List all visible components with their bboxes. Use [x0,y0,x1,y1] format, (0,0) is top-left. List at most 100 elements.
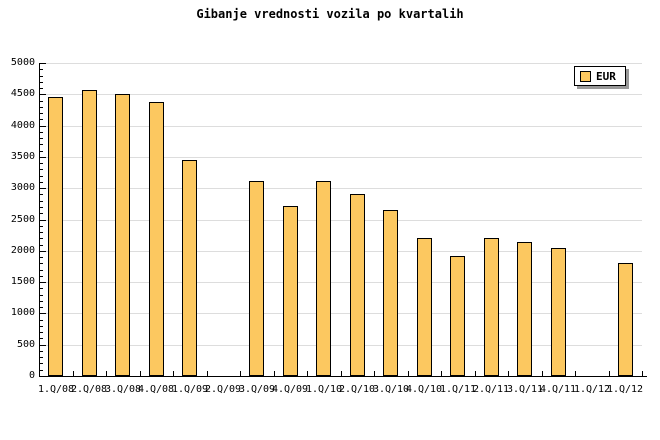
gridline-4000 [40,126,642,127]
y-tick-label: 3500 [10,151,35,162]
y-minor-tick [40,194,43,195]
x-category-label: 3.Q/11 [506,384,544,395]
y-minor-tick [40,245,43,246]
gridline-5000 [40,63,642,64]
x-category-label: 1.Q/08 [37,384,75,395]
bar-3.Q/11 [517,242,532,376]
bar-2.Q/10 [350,194,365,376]
y-minor-tick [40,320,43,321]
y-minor-tick [40,288,43,289]
y-minor-tick [40,119,43,120]
gridline-500 [40,345,642,346]
y-tick-label: 1000 [10,307,35,318]
bar-1.Q/08 [48,97,63,376]
y-minor-tick [40,113,43,114]
y-major-tick [40,345,46,346]
x-category-label: 2.Q/09 [204,384,242,395]
legend-label: EUR [596,69,616,83]
y-minor-tick [40,82,43,83]
x-category-label: 1.Q/12 [606,384,644,395]
y-minor-tick [40,351,43,352]
y-major-tick [40,282,46,283]
x-category-label: 1.Q/10 [305,384,343,395]
y-major-tick [40,251,46,252]
bar-1.Q/11 [450,256,465,376]
y-minor-tick [40,338,43,339]
y-minor-tick [40,151,43,152]
x-category-label: 1.Q/12 [573,384,611,395]
y-minor-tick [40,257,43,258]
y-minor-tick [40,232,43,233]
y-minor-tick [40,163,43,164]
bar-4.Q/08 [149,102,164,376]
x-category-label: 3.Q/09 [238,384,276,395]
gridline-4500 [40,94,642,95]
y-major-tick [40,220,46,221]
x-category-label: 3.Q/08 [104,384,142,395]
bar-3.Q/09 [249,181,264,376]
y-tick-label: 0 [28,370,35,381]
y-major-tick [40,63,46,64]
y-minor-tick [40,370,43,371]
x-category-label: 2.Q/08 [70,384,108,395]
x-tick [173,371,174,376]
x-axis-line [39,376,647,377]
y-tick-label: 2000 [10,245,35,256]
y-minor-tick [40,207,43,208]
y-minor-tick [40,176,43,177]
y-minor-tick [40,276,43,277]
bar-4.Q/11 [551,248,566,376]
x-tick [441,371,442,376]
y-minor-tick [40,301,43,302]
y-minor-tick [40,182,43,183]
x-tick [207,371,208,376]
y-minor-tick [40,326,43,327]
x-tick [240,371,241,376]
y-tick-label: 4000 [10,120,35,131]
x-tick [575,371,576,376]
y-major-tick [40,157,46,158]
gridline-1500 [40,282,642,283]
x-tick [274,371,275,376]
x-tick [307,371,308,376]
y-tick-label: 5000 [10,57,35,68]
y-tick-label: 500 [16,339,35,350]
x-category-label: 4.Q/08 [137,384,175,395]
gridline-3500 [40,157,642,158]
x-category-label: 4.Q/10 [405,384,443,395]
y-minor-tick [40,226,43,227]
y-minor-tick [40,144,43,145]
y-minor-tick [40,69,43,70]
x-tick [542,371,543,376]
y-minor-tick [40,357,43,358]
x-tick [341,371,342,376]
bar-4.Q/10 [417,238,432,376]
gridline-3000 [40,188,642,189]
gridline-2500 [40,220,642,221]
x-category-label: 2.Q/10 [338,384,376,395]
legend-swatch-icon [580,70,591,82]
y-minor-tick [40,332,43,333]
x-category-label: 1.Q/09 [171,384,209,395]
x-tick [642,371,643,376]
y-minor-tick [40,101,43,102]
bar-3.Q/08 [115,94,130,376]
x-tick [609,371,610,376]
legend: EUR [574,66,626,86]
y-major-tick [40,313,46,314]
y-minor-tick [40,169,43,170]
y-major-tick [40,188,46,189]
x-tick [508,371,509,376]
y-tick-label: 3000 [10,182,35,193]
x-tick [475,371,476,376]
bar-1.Q/12 [618,263,633,376]
x-tick [140,371,141,376]
bar-1.Q/10 [316,181,331,376]
y-major-tick [40,94,46,95]
y-tick-label: 2500 [10,214,35,225]
x-category-label: 3.Q/10 [372,384,410,395]
y-minor-tick [40,295,43,296]
gridline-1000 [40,313,642,314]
